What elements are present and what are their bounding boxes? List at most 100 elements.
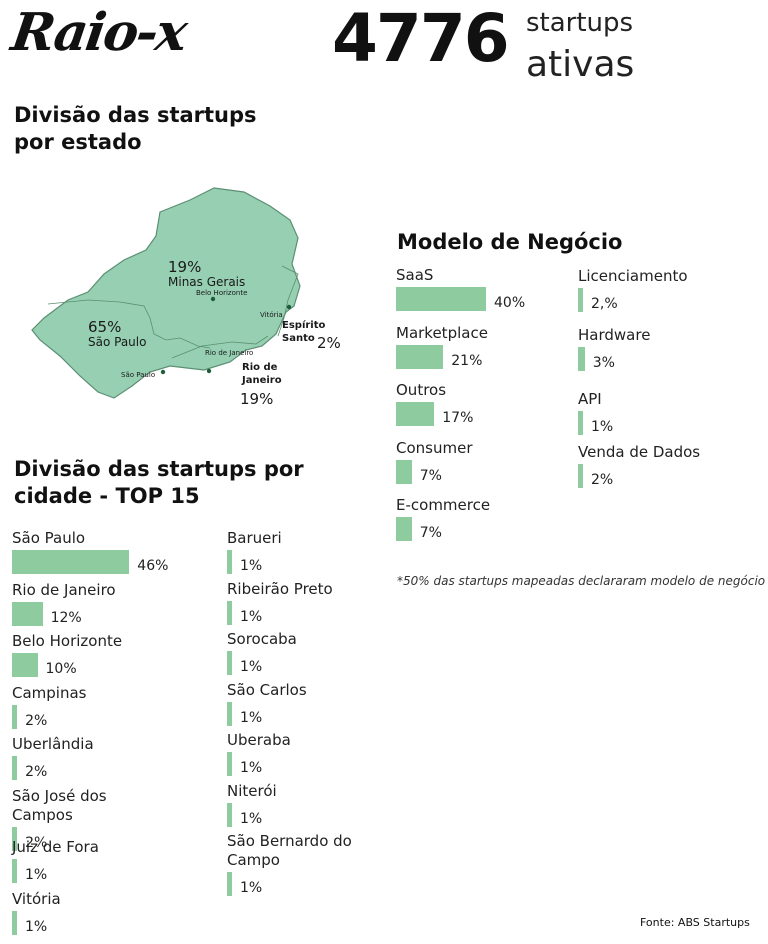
bar-label-vitoria: Vitória <box>12 889 61 908</box>
bar-saas <box>396 287 486 311</box>
bar-rio-de-janeiro <box>12 601 43 626</box>
bar-vitoria <box>12 910 17 935</box>
bar-licenciamento <box>578 288 583 312</box>
state-section-title: Divisão das startups por estado <box>14 102 257 156</box>
bar-label-sorocaba: Sorocaba <box>227 630 297 648</box>
bar-value-sao-bernardo-do-campo: 1% <box>240 880 263 896</box>
bar-sao-carlos <box>227 701 232 726</box>
bar-uberlandia <box>12 756 18 780</box>
bar-label-belo-horizonte: Belo Horizonte <box>12 632 123 650</box>
bar-label-marketplace: Marketplace <box>396 323 488 342</box>
bar-sorocaba <box>227 651 232 675</box>
map-border-sp-mg <box>47 299 211 349</box>
rj-name-line2: Janeiro <box>241 375 282 386</box>
city-dot-sao-paulo <box>160 369 166 375</box>
bar-value-consumer: 7% <box>419 467 442 484</box>
bar-uberaba <box>227 752 232 776</box>
total-label-line2: ativas <box>526 44 635 85</box>
rj-pct: 19% <box>240 390 273 408</box>
source-note: Fonte: ABS Startups <box>640 916 750 929</box>
bar-value-rio-de-janeiro: 12% <box>50 609 82 626</box>
bar-value-campinas: 2% <box>25 712 48 729</box>
bar-value-e-commerce: 7% <box>419 525 442 541</box>
sp-pct: 65% <box>88 318 121 336</box>
southeast-map: 19% Minas Gerais 65% São Paulo Belo Hori… <box>31 187 341 408</box>
business-model-note: *50% das startups mapeadas declararam mo… <box>397 574 766 588</box>
bar-label-sao-jose-dos-campos: São José dos Campos <box>12 786 107 824</box>
map-region-shape <box>31 187 301 399</box>
bar-value-venda-de-dados: 2% <box>591 471 614 488</box>
bar-hardware <box>578 346 585 371</box>
map-border-mg-es <box>277 265 299 337</box>
bar-value-belo-horizonte: 10% <box>45 661 77 677</box>
sp-name: São Paulo <box>88 335 146 349</box>
bar-value-marketplace: 21% <box>451 352 483 369</box>
bar-e-commerce <box>396 517 412 541</box>
total-label-line1: startups <box>526 8 634 38</box>
bar-value-vitoria: 1% <box>25 918 48 935</box>
city-title-line1: Divisão das startups por <box>14 457 304 481</box>
city-dot-vitoria <box>286 304 292 310</box>
business-model-title: Modelo de Negócio <box>397 230 623 254</box>
bar-sao-paulo <box>12 550 130 574</box>
bar-label-outros: Outros <box>396 381 447 399</box>
bar-value-licenciamento: 2,% <box>591 296 618 312</box>
bar-label-venda-de-dados: Venda de Dados <box>578 442 701 461</box>
bar-juiz-de-fora <box>12 859 17 883</box>
bar-value-sao-jose-dos-campos: 2% <box>25 834 48 851</box>
bar-label-ribeirao-preto: Ribeirão Preto <box>227 579 333 598</box>
bar-label-consumer: Consumer <box>396 438 473 457</box>
city-chart-title: Divisão das startups por cidade - TOP 15 <box>14 456 304 510</box>
bar-value-barueri: 1% <box>240 558 263 574</box>
bar-label-uberaba: Uberaba <box>227 731 291 749</box>
bar-outros <box>396 402 435 426</box>
bar-api <box>578 411 583 435</box>
es-name-line2: Santo <box>282 333 315 344</box>
bar-venda-de-dados <box>578 463 583 488</box>
city-title-line2: cidade - TOP 15 <box>14 484 200 508</box>
city-label-bh: Belo Horizonte <box>196 289 247 297</box>
bar-value-niteroi: 1% <box>240 810 263 827</box>
bar-value-api: 1% <box>591 419 614 435</box>
bar-label-saas: SaaS <box>396 266 434 284</box>
bar-label-api: API <box>578 390 602 408</box>
total-startups: 4776 <box>332 0 510 77</box>
map-border-mg-rj <box>171 335 269 359</box>
bar-ribeirao-preto <box>227 600 232 625</box>
city-label-vitoria: Vitória <box>260 311 283 319</box>
city-dot-rio <box>206 368 212 374</box>
bar-value-saas: 40% <box>494 295 526 311</box>
es-name-line1: Espírito <box>282 319 326 331</box>
rj-name-line1: Rio de <box>242 362 278 373</box>
bar-label-niteroi: Niterói <box>227 781 277 800</box>
bar-marketplace <box>396 344 444 369</box>
bar-sao-jose-dos-campos <box>12 826 18 851</box>
es-pct: 2% <box>317 334 341 352</box>
bar-value-juiz-de-fora: 1% <box>25 867 48 883</box>
brand-title: Raio-x <box>7 2 190 63</box>
bar-label-campinas: Campinas <box>12 683 87 702</box>
state-title-line2: por estado <box>14 130 142 154</box>
bar-value-ribeirao-preto: 1% <box>240 608 263 625</box>
bar-label-uberlandia: Uberlândia <box>12 735 94 753</box>
bar-label-hardware: Hardware <box>578 325 651 344</box>
bar-value-sao-paulo: 46% <box>137 558 169 574</box>
bar-consumer <box>396 459 412 484</box>
bar-label-e-commerce: E-commerce <box>396 496 491 514</box>
bar-label-rio-de-janeiro: Rio de Janeiro <box>12 580 116 599</box>
state-title-line1: Divisão das startups <box>14 103 257 127</box>
bar-campinas <box>12 704 18 729</box>
bar-value-uberaba: 1% <box>240 760 263 776</box>
city-label-sp: São Paulo <box>121 371 155 379</box>
bar-label-juiz-de-fora: Juiz de Fora <box>12 838 99 856</box>
bar-value-uberlandia: 2% <box>25 764 48 780</box>
bar-label-sao-carlos: São Carlos <box>227 680 307 699</box>
bar-niteroi <box>227 802 232 827</box>
bar-barueri <box>227 550 232 574</box>
bar-value-outros: 17% <box>442 410 474 426</box>
bar-label-sao-bernardo-do-campo: São Bernardo do Campo <box>227 832 352 869</box>
city-dot-belo-horizonte <box>210 296 216 302</box>
bar-label-sao-paulo: São Paulo <box>12 529 86 547</box>
city-label-rio: Rio de Janeiro <box>205 349 253 357</box>
bar-sao-bernardo-do-campo <box>227 872 232 896</box>
